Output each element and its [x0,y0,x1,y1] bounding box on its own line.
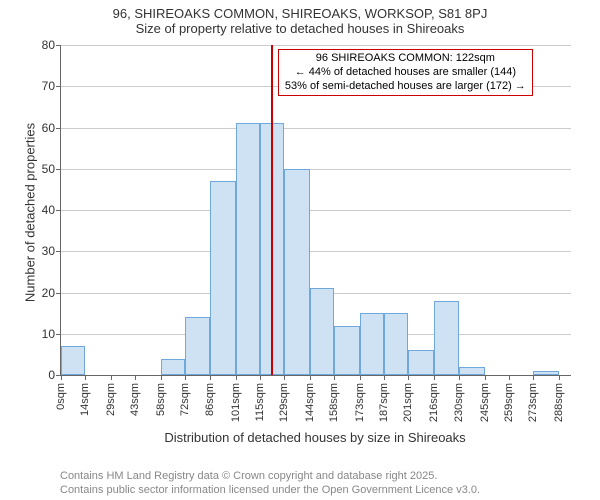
xtick-label: 144sqm [304,383,316,422]
ytick-label: 50 [42,162,55,176]
histogram-bar [533,371,559,375]
histogram-bar [334,326,360,376]
histogram-bar [408,350,434,375]
histogram-bar [384,313,408,375]
histogram-bar [360,313,384,375]
histogram-bar [236,123,260,375]
xtick-label: 58sqm [155,383,167,416]
xtick-label: 187sqm [378,383,390,422]
histogram-bar [434,301,458,375]
xtick-label: 216sqm [428,383,440,422]
xtick-label: 115sqm [254,383,266,421]
xtick-label: 29sqm [105,383,117,416]
xtick-label: 86sqm [204,383,216,416]
histogram-bar [210,181,236,375]
chart-title-line1: 96, SHIREOAKS COMMON, SHIREOAKS, WORKSOP… [0,0,600,21]
xtick-label: 43sqm [129,383,141,416]
ytick-label: 20 [42,286,55,300]
xtick-label: 0sqm [55,383,67,410]
reference-line [271,45,273,375]
plot-area: 010203040506070800sqm14sqm29sqm43sqm58sq… [60,45,571,376]
gridline [61,45,571,46]
histogram-bar [61,346,85,375]
xtick-label: 72sqm [179,383,191,416]
xtick-label: 201sqm [402,383,414,422]
gridline [61,210,571,211]
histogram-bar [284,169,310,375]
gridline [61,128,571,129]
xtick-label: 273sqm [527,383,539,422]
chart-title-line2: Size of property relative to detached ho… [0,21,600,36]
ytick-label: 40 [42,203,55,217]
gridline [61,169,571,170]
xtick-label: 245sqm [479,383,491,422]
histogram-bar [185,317,209,375]
xtick-label: 101sqm [230,383,242,422]
footer-line1: Contains HM Land Registry data © Crown c… [60,470,437,482]
ytick-label: 80 [42,38,55,52]
footer-line2: Contains public sector information licen… [60,484,480,496]
ytick-label: 60 [42,121,55,135]
xtick-label: 230sqm [453,383,465,422]
xtick-label: 129sqm [278,383,290,422]
ytick-label: 30 [42,244,55,258]
annotation-box: 96 SHIREOAKS COMMON: 122sqm← 44% of deta… [278,49,533,96]
xtick-label: 14sqm [79,383,91,416]
xtick-label: 259sqm [503,383,515,422]
histogram-bar [310,288,334,375]
xtick-label: 288sqm [553,383,565,422]
histogram-bar [161,359,185,376]
x-axis-label: Distribution of detached houses by size … [60,430,570,445]
xtick-label: 173sqm [354,383,366,422]
ytick-label: 10 [42,327,55,341]
xtick-label: 158sqm [328,383,340,422]
ytick-label: 70 [42,79,55,93]
gridline [61,251,571,252]
histogram-bar [459,367,485,375]
y-axis-label: Number of detached properties [23,113,38,313]
ytick-label: 0 [48,368,55,382]
